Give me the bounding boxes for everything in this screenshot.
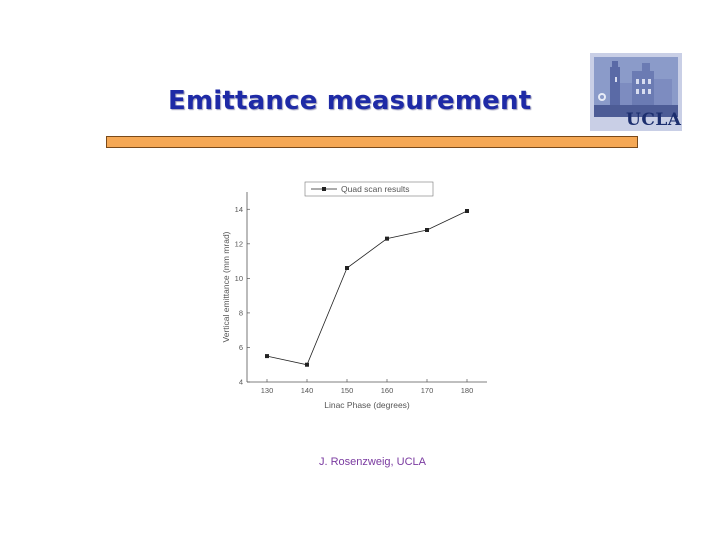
data-point [345,266,349,270]
x-tick-label: 170 [421,386,434,395]
x-tick-label: 150 [341,386,354,395]
y-tick-label: 12 [235,239,243,248]
legend-label: Quad scan results [341,184,410,194]
legend-marker-swatch [322,187,326,191]
x-axis-label: Linac Phase (degrees) [324,400,410,410]
emittance-chart: Quad scan results 4 6 8 10 12 14 130 140 150 160… [221,181,487,410]
data-point [385,236,389,241]
data-point [305,362,309,367]
slide-title: Emittance measurement [168,86,532,116]
chart-legend: Quad scan results [304,181,434,197]
x-tick-label: 160 [381,386,394,395]
data-point [465,209,469,213]
legend-box [304,181,434,197]
x-tick-label: 180 [461,386,474,395]
data-point [265,354,269,359]
x-tick-label: 130 [261,386,274,395]
y-tick-label: 10 [235,274,243,283]
y-tick-label: 6 [239,343,243,352]
ucla-logo [590,53,682,131]
y-tick-label: 8 [239,308,243,317]
series-line [266,210,468,366]
x-tick-label: 140 [301,386,314,395]
title-underline-bar [106,136,638,148]
ucla-logo-text: UCLA [626,110,682,130]
footer-credit: J. Rosenzweig, UCLA [319,456,426,468]
y-axis-label: Vertical emittance (mm mrad) [221,231,231,342]
data-point [425,228,429,232]
y-tick-label: 14 [235,205,243,214]
y-tick-label: 4 [239,378,243,387]
